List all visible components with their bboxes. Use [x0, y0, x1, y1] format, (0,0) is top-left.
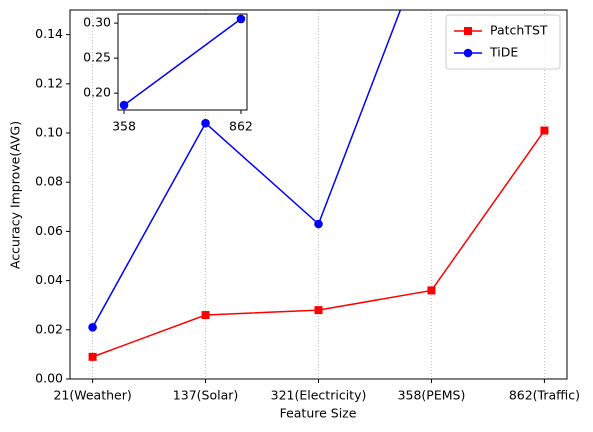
y-tick-label: 0.02: [35, 321, 63, 336]
y-tick-label: 0.30: [83, 15, 111, 30]
y-tick-label: 0.06: [35, 223, 63, 238]
marker: [314, 219, 323, 229]
marker: [88, 323, 97, 332]
y-tick-label: 0.00: [35, 371, 63, 386]
y-tick-label: 0.04: [35, 272, 63, 287]
x-tick-label: 321(Electricity): [271, 388, 367, 403]
marker: [201, 311, 210, 320]
x-tick-label: 358: [112, 119, 136, 134]
legend-marker: [463, 48, 473, 58]
legend-box: [445, 14, 561, 70]
y-tick-label: 0.12: [35, 75, 63, 90]
axes-frame: [117, 13, 248, 111]
marker: [88, 352, 97, 361]
series-line: [123, 18, 242, 106]
marker: [119, 100, 129, 110]
y-tick-label: 0.10: [35, 125, 63, 140]
x-tick-label: 862: [229, 119, 253, 134]
legend-label: TiDE: [489, 45, 518, 60]
marker: [236, 14, 246, 24]
marker: [540, 126, 549, 135]
y-tick-label: 0.14: [35, 26, 63, 41]
legend-marker: [464, 27, 472, 35]
x-tick-label: 21(Weather): [53, 388, 131, 403]
marker: [201, 118, 210, 128]
y-axis-label: Accuracy Improve(AVG): [8, 121, 23, 269]
plot-area: [88, 10, 549, 361]
y-tick-label: 0.25: [83, 50, 111, 65]
marker: [314, 306, 323, 315]
legend-label: PatchTST: [490, 23, 548, 38]
y-tick-label: 0.20: [83, 85, 111, 100]
x-tick-label: 358(PEMS): [398, 388, 466, 403]
plot-area: [119, 14, 246, 110]
y-tick-label: 0.08: [35, 174, 63, 189]
x-tick-label: 862(Traffic): [509, 388, 580, 403]
marker: [427, 286, 436, 295]
x-axis-label: Feature Size: [280, 406, 357, 421]
x-tick-label: 137(Solar): [173, 388, 238, 403]
axes-frame: [69, 9, 568, 380]
